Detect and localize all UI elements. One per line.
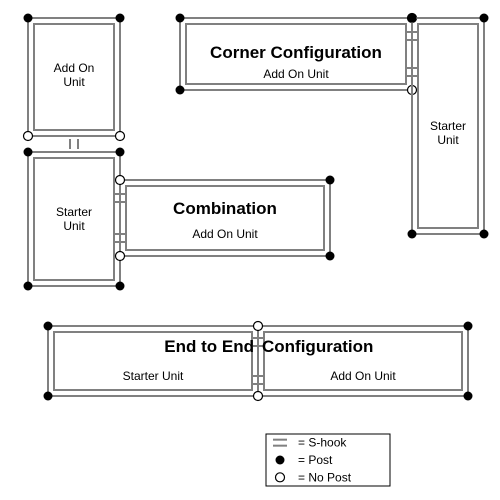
post — [116, 282, 125, 291]
post — [24, 148, 33, 157]
no-post — [116, 132, 125, 141]
post — [116, 148, 125, 157]
unit-label: Unit — [437, 133, 459, 147]
section-title: Corner Configuration — [210, 43, 382, 62]
legend-label: = Post — [298, 453, 333, 467]
no-post — [24, 132, 33, 141]
no-post — [116, 176, 125, 185]
post — [408, 230, 417, 239]
post — [408, 14, 417, 23]
unit-label: Add On Unit — [192, 227, 258, 241]
post — [464, 322, 473, 331]
section-title: Combination — [173, 199, 277, 218]
section-title: Configuration — [262, 337, 373, 356]
legend-label: = No Post — [298, 470, 352, 484]
no-post — [254, 392, 263, 401]
unit-label: Add On — [54, 61, 95, 75]
unit-label: Unit — [63, 219, 85, 233]
post — [44, 322, 53, 331]
no-post — [254, 322, 263, 331]
unit-label: Add On Unit — [263, 67, 329, 81]
unit-label: Starter Unit — [123, 369, 184, 383]
post — [116, 14, 125, 23]
post — [480, 14, 489, 23]
no-post — [116, 252, 125, 261]
post — [176, 86, 185, 95]
post — [176, 14, 185, 23]
shelving-configuration-diagram: Add OnUnitStarterUnitCorner Configuratio… — [0, 0, 500, 500]
post — [480, 230, 489, 239]
post — [326, 252, 335, 261]
post — [24, 282, 33, 291]
legend-label: = S-hook — [298, 436, 347, 450]
section-title: End to End — [164, 337, 254, 356]
post — [464, 392, 473, 401]
legend: = S-hook = Post = No Post — [266, 434, 390, 486]
legend-nopost-icon — [276, 473, 285, 482]
unit-label: Unit — [63, 75, 85, 89]
unit-label: Starter — [430, 119, 466, 133]
post — [44, 392, 53, 401]
post — [326, 176, 335, 185]
post — [24, 14, 33, 23]
unit-label: Starter — [56, 205, 92, 219]
legend-post-icon — [276, 456, 285, 465]
unit-label: Add On Unit — [330, 369, 396, 383]
